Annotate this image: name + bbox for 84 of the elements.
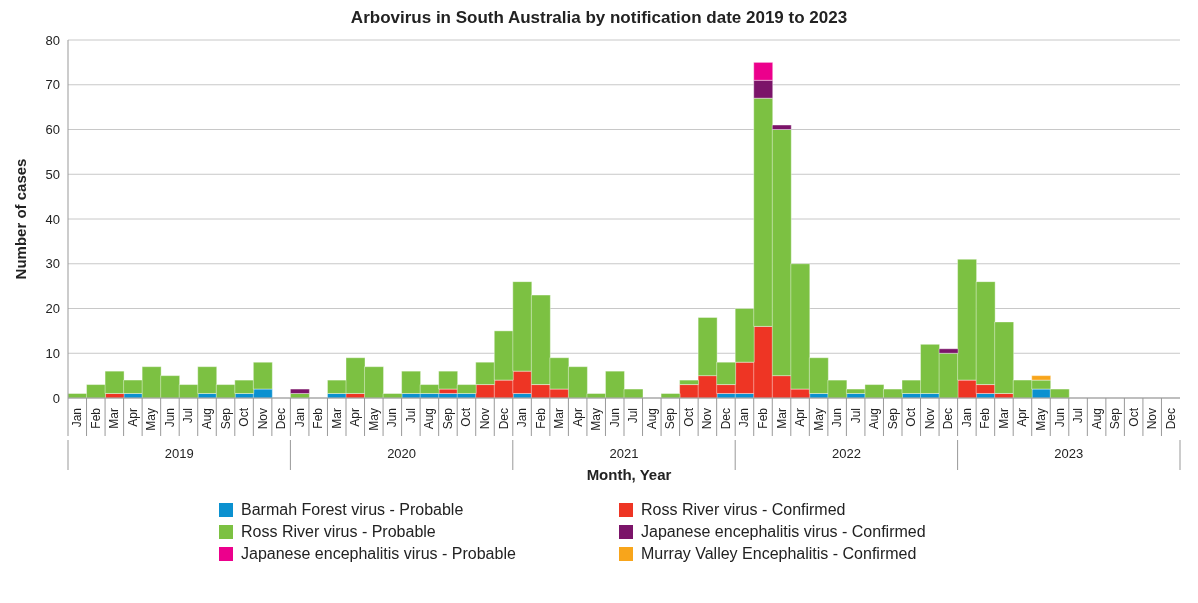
y-tick-label: 60 [45, 122, 60, 138]
y-tick-label: 10 [45, 345, 60, 361]
x-tick-label: Feb [88, 407, 103, 429]
y-tick-label: 80 [45, 32, 60, 48]
y-tick-label: 30 [45, 256, 60, 272]
x-tick-label: May [1034, 408, 1048, 431]
x-tick-label: Oct [1126, 407, 1141, 427]
x-tick-label: Mar [329, 408, 344, 429]
x-tick-label: Oct [904, 407, 919, 427]
x-tick-label: Jul [403, 408, 418, 424]
x-tick-label: Sep [218, 407, 233, 430]
x-tick-label: Apr [793, 408, 808, 427]
y-tick-label: 40 [45, 211, 60, 227]
legend-label: Barmah Forest virus - Probable [241, 501, 464, 519]
x-tick-label: Nov [922, 408, 937, 430]
x-tick-label: Dec [941, 408, 956, 430]
x-tick-label: Nov [255, 408, 270, 430]
x-tick-label: Dec [1163, 408, 1178, 430]
legend-label: Ross River virus - Probable [241, 523, 436, 541]
x-tick-label: Feb [978, 407, 993, 429]
y-tick-label: 20 [45, 301, 60, 317]
x-tick-label: Oct [459, 407, 474, 427]
y-tick-label: 70 [45, 77, 60, 93]
x-tick-label: Aug [200, 408, 214, 430]
x-tick-label: Apr [570, 408, 585, 427]
x-tick-label: Feb [756, 407, 770, 429]
text: 2023 [1054, 446, 1084, 461]
x-tick-label: Dec [496, 408, 511, 430]
x-tick-label: Jun [607, 408, 622, 428]
x-tick-label: Jul [848, 408, 863, 424]
x-tick-label: Aug [867, 408, 882, 430]
text: 2019 [164, 446, 194, 461]
x-tick-label: Feb [533, 407, 548, 429]
x-tick-label: Mar [774, 408, 789, 429]
x-tick-label: Mar [996, 408, 1011, 429]
x-tick-label: Sep [1108, 407, 1123, 430]
x-tick-label: Apr [125, 408, 140, 427]
x-tick-label: May [144, 408, 159, 431]
x-tick-label: Jan [515, 408, 530, 428]
x-tick-label: Aug [1089, 408, 1104, 430]
x-tick-label: Nov [1145, 408, 1160, 430]
y-axis-title: Number of cases [12, 158, 30, 280]
x-tick-label: Oct [237, 407, 252, 427]
x-tick-label: Apr [1015, 408, 1030, 427]
x-tick-label: Jan [292, 408, 307, 428]
legend-label: Japanese encephalitis virus - Probable [241, 545, 516, 563]
x-tick-label: Feb [311, 407, 326, 429]
text: 2022 [831, 446, 861, 461]
text: 2020 [387, 446, 417, 461]
x-tick-label: Mar [552, 408, 567, 429]
x-tick-label: Jul [181, 408, 196, 424]
x-tick-label: Jan [70, 408, 85, 428]
chart-title: Arbovirus in South Australia by notification date 2019 to 2023 [349, 8, 849, 28]
x-tick-label: Jan [737, 408, 752, 428]
x-tick-label: Jul [1071, 408, 1086, 424]
x-tick-label: Nov [478, 408, 492, 430]
x-tick-label: Jul [626, 408, 641, 424]
x-tick-label: Aug [422, 408, 437, 430]
x-tick-label: Nov [700, 408, 715, 430]
x-tick-label: Jun [162, 408, 177, 428]
y-tick-label: 0 [52, 390, 60, 406]
x-tick-label: Oct [681, 407, 696, 427]
x-tick-label: Aug [644, 408, 659, 430]
x-tick-label: Sep [885, 407, 900, 430]
x-tick-label: May [589, 408, 604, 431]
x-tick-label: Dec [274, 408, 289, 430]
x-tick-label: Sep [440, 407, 455, 430]
x-tick-label: Jun [385, 408, 400, 428]
x-tick-label: May [811, 408, 826, 431]
x-tick-label: Dec [718, 408, 733, 430]
x-tick-label: May [366, 408, 381, 431]
legend-label: Japanese encephalitis virus - Confirmed [641, 523, 926, 541]
x-tick-label: Jun [1052, 408, 1067, 428]
text: 2021 [609, 446, 639, 461]
x-tick-label: Jun [830, 408, 845, 428]
legend-label: Ross River virus - Confirmed [641, 501, 846, 519]
x-tick-label: Jan [959, 408, 974, 428]
x-axis-title: Month, Year [585, 466, 673, 483]
x-tick-label: Apr [348, 408, 363, 427]
legend-label: Murray Valley Encephalitis - Confirmed [641, 545, 917, 563]
y-tick-label: 50 [45, 166, 60, 182]
x-tick-label: Sep [663, 407, 678, 430]
bar [290, 388, 310, 394]
x-tick-label: Mar [107, 408, 122, 429]
